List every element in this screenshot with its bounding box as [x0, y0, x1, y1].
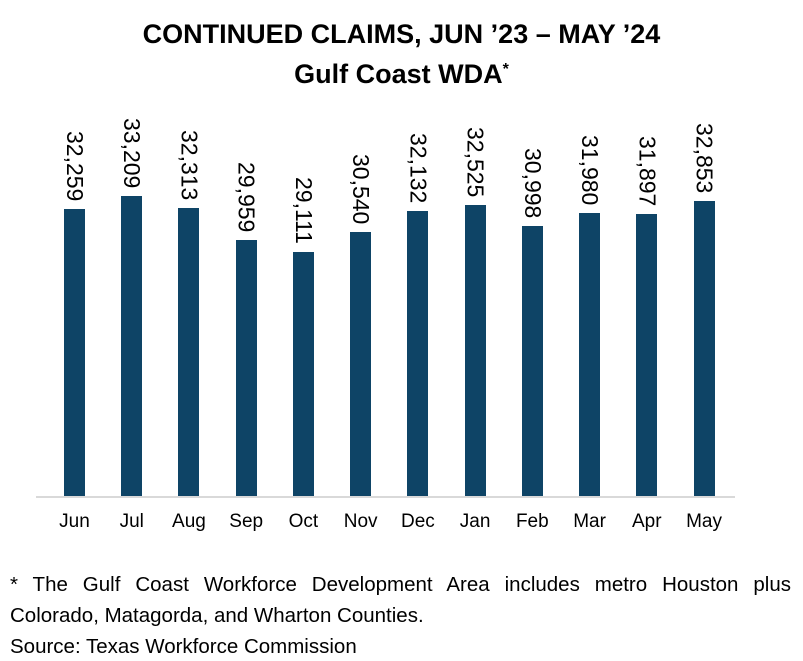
- bar-value-label: 29,111: [290, 177, 317, 244]
- chart-title-line2: Gulf Coast WDA*: [0, 52, 803, 92]
- bar-value-label: 31,980: [577, 134, 604, 205]
- bar: [292, 252, 314, 496]
- bar-value-label: 32,525: [462, 126, 489, 197]
- x-axis-label: Oct: [288, 511, 319, 532]
- bar-value-label: 32,313: [176, 129, 203, 200]
- bar: [64, 209, 85, 496]
- bar: [235, 240, 257, 496]
- x-axis-label: Nov: [343, 511, 378, 532]
- x-axis-label: Jun: [59, 511, 90, 532]
- bar-value-label: 29,959: [233, 161, 260, 232]
- chart-title-line2-text: Gulf Coast WDA: [294, 59, 503, 89]
- bar: [407, 211, 429, 496]
- x-axis-label: Jan: [459, 511, 491, 532]
- bar-value-label: 30,998: [519, 147, 546, 218]
- chart-title-asterisk: *: [502, 61, 509, 78]
- bar-value-label: 32,259: [62, 130, 88, 201]
- x-axis-line: [36, 496, 735, 498]
- bar-value-label: 33,209: [119, 117, 146, 188]
- x-axis-label: Mar: [573, 511, 606, 532]
- bar-value-label: 32,132: [405, 132, 432, 203]
- x-axis-label: Jul: [119, 511, 144, 532]
- bar: [178, 208, 200, 496]
- bar: [464, 205, 486, 496]
- chart-title: CONTINUED CLAIMS, JUN ’23 – MAY ’24 Gulf…: [0, 16, 803, 92]
- bar-value-label: 30,540: [348, 153, 375, 224]
- x-axis-label: Aug: [172, 511, 206, 532]
- footnote-asterisk: * The Gulf Coast Workforce Development A…: [10, 573, 791, 627]
- x-axis-label: Feb: [515, 511, 549, 532]
- x-axis-label: Dec: [400, 511, 435, 532]
- chart-title-line1: CONTINUED CLAIMS, JUN ’23 – MAY ’24: [142, 19, 661, 49]
- bar: [521, 226, 543, 496]
- bar-value-label: 32,853: [691, 122, 718, 193]
- x-axis-label: Apr: [632, 511, 662, 532]
- bar: [121, 196, 143, 496]
- bar: [350, 232, 372, 496]
- bar-value-label: 31,897: [634, 135, 661, 206]
- x-axis-label: May: [686, 511, 722, 532]
- bar: [636, 214, 658, 496]
- bar: [693, 201, 715, 496]
- bar: [579, 213, 601, 496]
- source-text: Source: Texas Workforce Commission: [10, 635, 357, 658]
- footer: * The Gulf Coast Workforce Development A…: [10, 569, 791, 661]
- x-axis-label: Sep: [229, 511, 264, 532]
